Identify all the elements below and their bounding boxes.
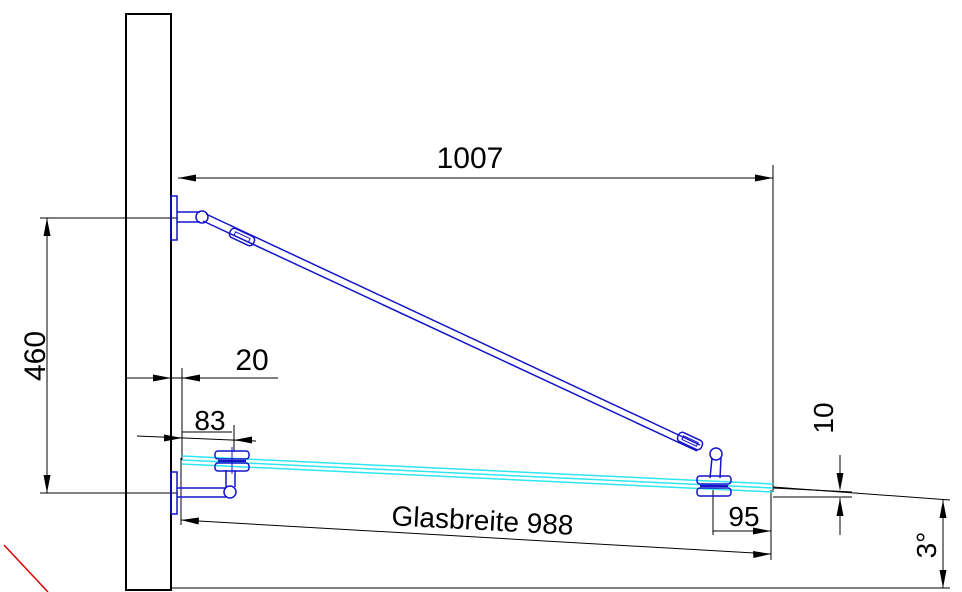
dimension-83: 83 xyxy=(136,405,257,452)
red-reference-line xyxy=(3,544,49,592)
label-460: 460 xyxy=(19,331,52,381)
label-1007: 1007 xyxy=(437,142,504,175)
label-10: 10 xyxy=(808,402,839,433)
dimension-95: 95 xyxy=(712,490,771,535)
wall xyxy=(125,13,172,591)
dimension-20: 20 xyxy=(126,344,278,460)
lower-wall-bracket xyxy=(170,470,237,515)
dimension-460: 460 xyxy=(19,217,178,494)
tension-rod xyxy=(202,213,723,479)
label-glasbreite: Glasbreite 988 xyxy=(391,500,574,540)
label-83: 83 xyxy=(194,405,225,436)
dimension-angle: 3° xyxy=(171,486,951,589)
label-angle: 3° xyxy=(911,532,942,559)
upper-wall-bracket xyxy=(170,195,209,241)
rear-glass-clamp xyxy=(214,447,250,474)
label-95: 95 xyxy=(728,501,759,532)
dimension-10: 10 xyxy=(772,402,853,535)
label-20: 20 xyxy=(235,344,268,377)
dimension-1007: 1007 xyxy=(178,142,774,492)
glass-pane xyxy=(181,455,774,493)
front-glass-clamp xyxy=(696,475,732,497)
